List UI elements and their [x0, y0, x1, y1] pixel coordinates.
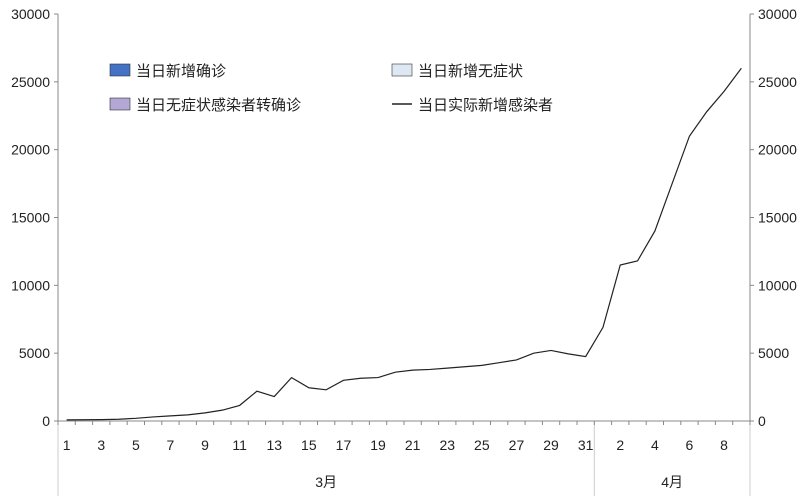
y-right-tick-label: 5000: [758, 345, 789, 361]
tick-labels: 0 5000 10000 15000 20000 25000 30000 0 5000 10000…: [11, 6, 797, 490]
x-tick-label: 4: [651, 437, 659, 453]
line-series: [66, 67, 742, 421]
y-right-tick-label: 25000: [758, 74, 797, 90]
y-right-tick-label: 20000: [758, 142, 797, 158]
legend-label-1: 当日新增无症状: [418, 62, 523, 80]
y-left-tick-label: 0: [42, 413, 50, 429]
x-tick-label: 7: [167, 437, 175, 453]
x-tick-label: 2: [616, 437, 624, 453]
x-tick-label: 21: [405, 437, 421, 453]
x-tick-label: 19: [370, 437, 386, 453]
x-tick-label: 11: [232, 437, 247, 453]
y-left-tick-label: 15000: [11, 210, 50, 226]
y-left-tick-label: 10000: [11, 277, 50, 293]
x-tick-label: 13: [266, 437, 282, 453]
x-tick-label: 23: [439, 437, 455, 453]
legend-swatch-2: [109, 97, 131, 111]
x-tick-label: 1: [63, 437, 71, 453]
y-right-tick-label: 15000: [758, 210, 797, 226]
y-right-tick-label: 0: [758, 413, 766, 429]
y-right-tick-label: 10000: [758, 277, 797, 293]
x-tick-label: 17: [336, 437, 352, 453]
x-tick-label: 9: [201, 437, 209, 453]
month-label-april: 4月: [661, 474, 683, 490]
x-tick-label: 29: [543, 437, 559, 453]
x-tick-label: 3: [97, 437, 105, 453]
x-tick-label: 8: [720, 437, 728, 453]
x-tick-label: 25: [474, 437, 490, 453]
legend-swatch-1: [391, 63, 413, 77]
legend-swatch-0: [109, 63, 131, 77]
y-left-tick-label: 5000: [19, 345, 50, 361]
month-label-march: 3月: [315, 474, 337, 490]
x-tick-label: 15: [301, 437, 317, 453]
x-tick-label: 5: [132, 437, 140, 453]
legend-label-2: 当日无症状感染者转确诊: [136, 96, 301, 114]
x-tick-label: 27: [509, 437, 525, 453]
x-tick-label: 6: [686, 437, 694, 453]
legend-label-0: 当日新增确诊: [136, 62, 226, 80]
legend-label-3: 当日实际新增感染者: [418, 96, 553, 114]
y-left-tick-label: 20000: [11, 142, 50, 158]
actual-new-infections-line: [66, 67, 742, 421]
y-left-tick-label: 25000: [11, 74, 50, 90]
y-right-tick-label: 30000: [758, 6, 797, 22]
y-left-tick-label: 30000: [11, 6, 50, 22]
x-tick-label: 31: [578, 437, 594, 453]
